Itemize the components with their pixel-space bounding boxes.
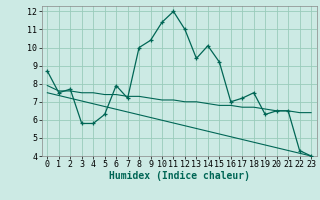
X-axis label: Humidex (Indice chaleur): Humidex (Indice chaleur) — [109, 171, 250, 181]
